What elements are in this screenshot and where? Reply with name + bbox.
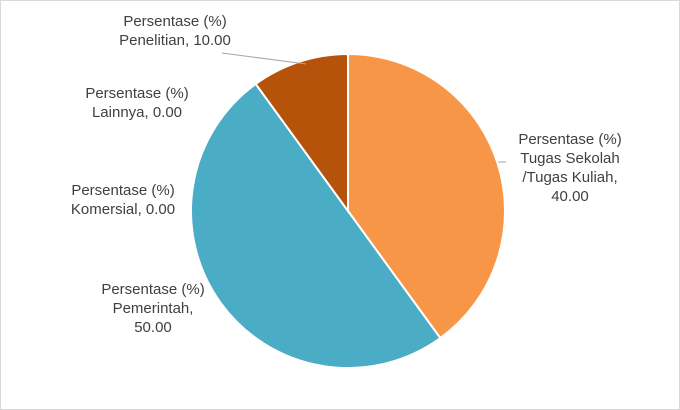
slice-label-tugas-line-3: /Tugas Kuliah, <box>522 169 618 186</box>
pie-slice-pemerintah <box>190 82 442 369</box>
slice-label-pemerintah-line-1: Persentase (%) <box>101 281 205 298</box>
slice-label-tugas-line-2: Tugas Sekolah <box>520 150 620 167</box>
slice-label-penelitian: Persentase (%) Penelitian, 10.00 <box>100 12 250 50</box>
slice-label-lainnya-line-2: Lainnya, 0.00 <box>91 104 183 121</box>
pie-slice-penelitian <box>254 52 349 215</box>
slice-label-lainnya: Persentase (%) Lainnya, 0.00 <box>62 84 212 122</box>
slice-label-lainnya-line-1: Persentase (%) <box>85 85 189 102</box>
slice-label-pemerintah: Persentase (%) Pemerintah, 50.00 <box>78 280 228 337</box>
slice-label-pemerintah-line-2: Pemerintah, <box>112 300 194 317</box>
pie-slice-tugas-sekolah <box>347 52 506 340</box>
slice-label-komersial-line-1: Persentase (%) <box>71 182 175 199</box>
slice-label-komersial: Persentase (%) Komersial, 0.00 <box>48 181 198 219</box>
slice-label-tugas-sekolah: Persentase (%) Tugas Sekolah /Tugas Kuli… <box>495 130 645 206</box>
slice-label-penelitian-line-2: Penelitian, 10.00 <box>119 32 231 49</box>
slice-label-tugas-line-4: 40.00 <box>551 188 589 205</box>
leader-line-penelitian <box>221 52 307 65</box>
slice-label-penelitian-line-1: Persentase (%) <box>123 13 227 30</box>
slice-label-komersial-line-2: Komersial, 0.00 <box>70 201 176 218</box>
slice-label-tugas-line-1: Persentase (%) <box>518 131 622 148</box>
slice-label-pemerintah-line-3: 50.00 <box>134 319 172 336</box>
